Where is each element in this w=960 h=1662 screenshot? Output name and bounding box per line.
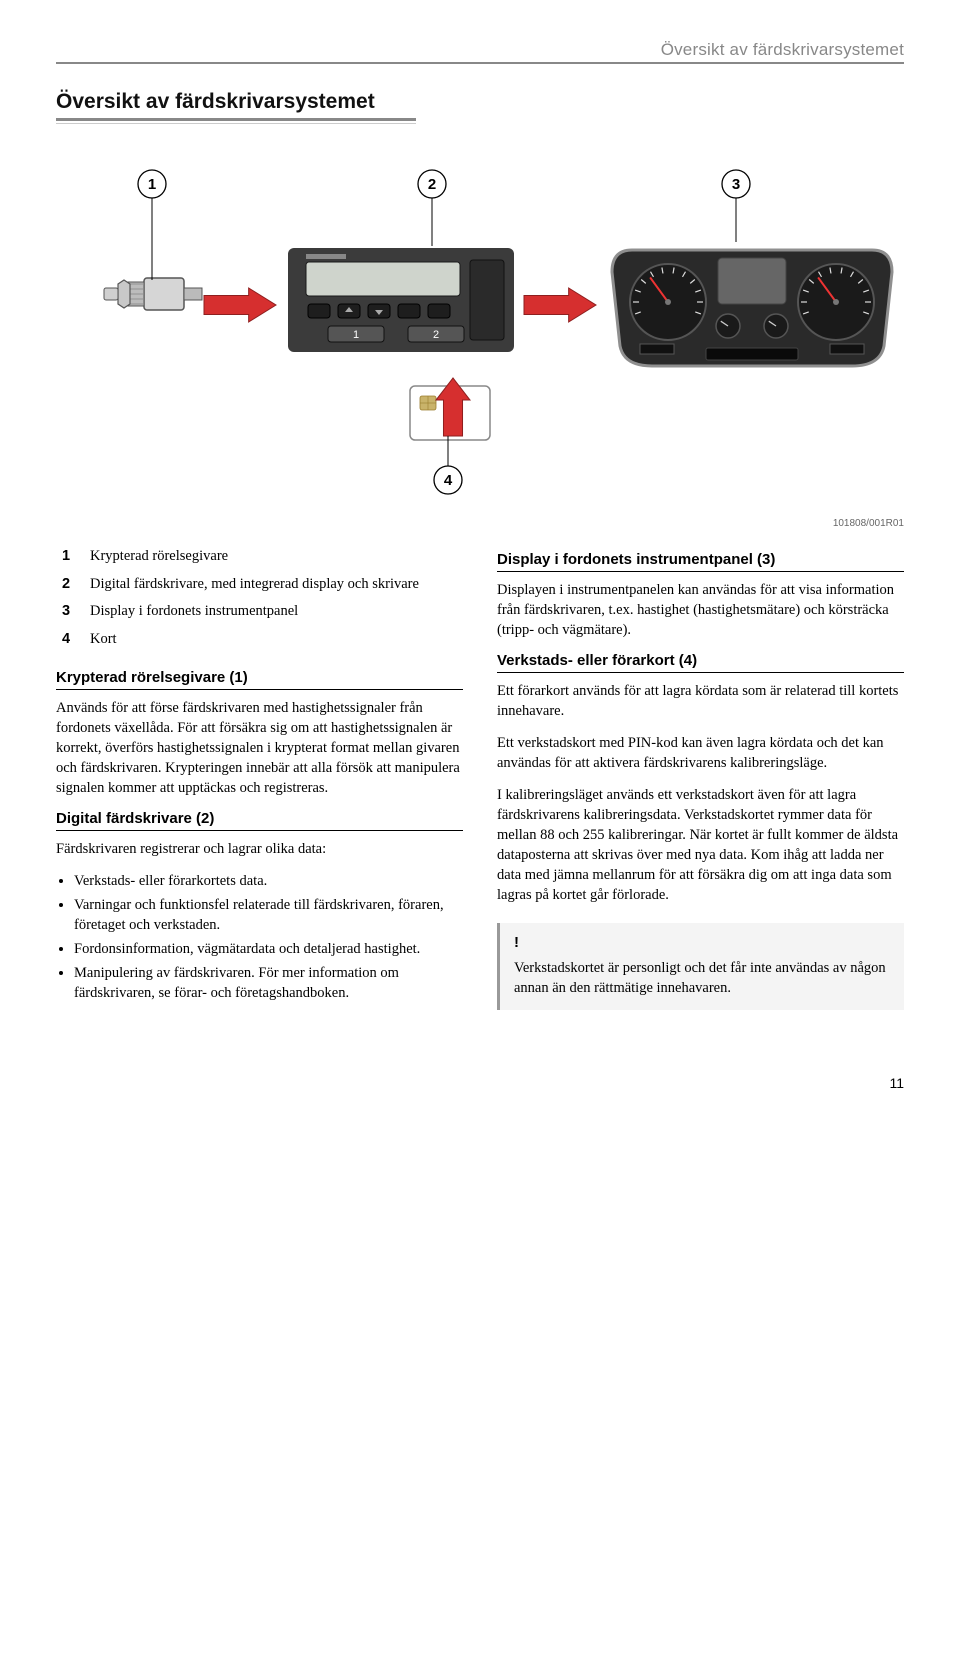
tacho-bullets: Verkstads- eller förarkortets data. Varni… bbox=[56, 871, 463, 1003]
figure-caption: 101808/001R01 bbox=[56, 518, 904, 529]
system-diagram: 121234 bbox=[56, 152, 904, 512]
legend-table: 1Krypterad rörelsegivare2Digital färdskr… bbox=[56, 543, 463, 653]
legend-label: Kort bbox=[84, 626, 463, 654]
legend-row: 1Krypterad rörelsegivare bbox=[56, 543, 463, 571]
svg-text:2: 2 bbox=[433, 329, 439, 341]
list-item: Manipulering av färdskrivaren. För mer i… bbox=[74, 963, 463, 1003]
running-head-text: Översikt av färdskrivarsystemet bbox=[661, 40, 904, 59]
para-card-3: I kalibreringsläget används ett verkstad… bbox=[497, 785, 904, 905]
list-item: Verkstads- eller förarkortets data. bbox=[74, 871, 463, 891]
callout-number: 4 bbox=[444, 472, 453, 489]
title-rule bbox=[56, 118, 416, 121]
page-number: 11 bbox=[56, 1075, 904, 1091]
sensor-icon bbox=[104, 278, 202, 310]
callout-number: 1 bbox=[148, 176, 156, 193]
dashboard-icon bbox=[612, 250, 892, 366]
legend-key: 1 bbox=[56, 543, 84, 571]
legend-key: 3 bbox=[56, 598, 84, 626]
heading-sensor: Krypterad rörelsegivare (1) bbox=[56, 669, 463, 690]
list-item: Varningar och funktionsfel relaterade ti… bbox=[74, 895, 463, 935]
arrow-icon bbox=[204, 288, 276, 322]
running-head: Översikt av färdskrivarsystemet bbox=[56, 40, 904, 64]
para-display: Displayen i instrumentpanelen kan använd… bbox=[497, 580, 904, 640]
tachograph-icon: 12 bbox=[288, 248, 514, 352]
para-tacho-intro: Färdskrivaren registrerar och lagrar oli… bbox=[56, 839, 463, 859]
legend-label: Digital färdskrivare, med integrerad dis… bbox=[84, 571, 463, 599]
legend-label: Krypterad rörelsegivare bbox=[84, 543, 463, 571]
legend-key: 4 bbox=[56, 626, 84, 654]
legend-key: 2 bbox=[56, 571, 84, 599]
legend-row: 4Kort bbox=[56, 626, 463, 654]
warning-icon: ! bbox=[514, 933, 890, 954]
heading-tachograph: Digital färdskrivare (2) bbox=[56, 810, 463, 831]
arrow-icon bbox=[524, 288, 596, 322]
callout-number: 2 bbox=[428, 176, 436, 193]
title-rule-thin bbox=[56, 123, 416, 124]
warning-note: ! Verkstadskortet är personligt och det … bbox=[497, 923, 904, 1010]
legend-row: 2Digital färdskrivare, med integrerad di… bbox=[56, 571, 463, 599]
right-column: Display i fordonets instrumentpanel (3) … bbox=[497, 543, 904, 1015]
callout-number: 3 bbox=[732, 176, 740, 193]
heading-card: Verkstads- eller förarkort (4) bbox=[497, 652, 904, 673]
warning-text: Verkstadskortet är personligt och det få… bbox=[514, 958, 890, 998]
heading-display: Display i fordonets instrumentpanel (3) bbox=[497, 551, 904, 572]
para-card-1: Ett förarkort används för att lagra körd… bbox=[497, 681, 904, 721]
legend-row: 3Display i fordonets instrumentpanel bbox=[56, 598, 463, 626]
para-card-2: Ett verkstadskort med PIN-kod kan även l… bbox=[497, 733, 904, 773]
left-column: 1Krypterad rörelsegivare2Digital färdskr… bbox=[56, 543, 463, 1015]
page-title: Översikt av färdskrivarsystemet bbox=[56, 90, 904, 114]
svg-text:1: 1 bbox=[353, 329, 359, 341]
para-sensor: Används för att förse färdskrivaren med … bbox=[56, 698, 463, 798]
list-item: Fordonsinformation, vägmätardata och det… bbox=[74, 939, 463, 959]
legend-label: Display i fordonets instrumentpanel bbox=[84, 598, 463, 626]
